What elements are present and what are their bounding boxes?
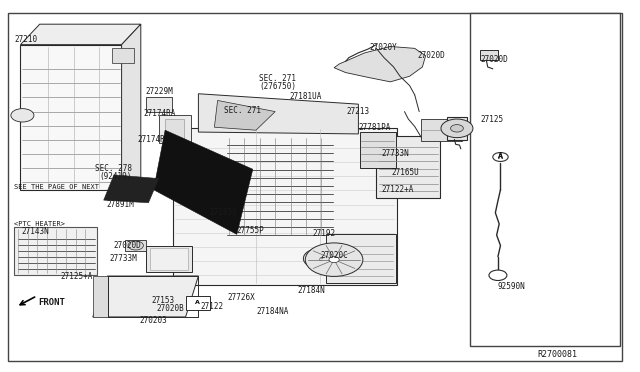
Bar	[125, 240, 146, 251]
Text: R2700081: R2700081	[538, 350, 578, 359]
Text: 27122: 27122	[200, 302, 223, 311]
Polygon shape	[334, 46, 426, 82]
Text: 27153: 27153	[151, 296, 174, 305]
Text: 27755P: 27755P	[237, 226, 264, 235]
Polygon shape	[93, 276, 108, 317]
Circle shape	[303, 248, 339, 269]
Text: 27020C: 27020C	[320, 251, 348, 260]
Circle shape	[451, 125, 463, 132]
Text: 27213: 27213	[347, 107, 370, 116]
Bar	[146, 97, 172, 112]
Circle shape	[441, 119, 473, 138]
Text: SEC. 278: SEC. 278	[95, 164, 132, 173]
Text: (276750): (276750)	[259, 82, 296, 91]
Text: 27184NA: 27184NA	[256, 307, 289, 316]
Text: FRONT: FRONT	[38, 298, 65, 307]
Bar	[165, 119, 184, 140]
Text: 27192: 27192	[312, 229, 335, 238]
Bar	[480, 50, 498, 60]
Text: 27733N: 27733N	[381, 149, 409, 158]
Text: 27122+A: 27122+A	[381, 185, 414, 194]
Circle shape	[11, 109, 34, 122]
Circle shape	[489, 270, 507, 280]
Text: 92590N: 92590N	[498, 282, 525, 291]
Bar	[360, 132, 396, 168]
Text: 270203: 270203	[140, 316, 167, 325]
Polygon shape	[122, 24, 141, 190]
Text: 27174RA: 27174RA	[143, 109, 176, 118]
Circle shape	[305, 243, 363, 276]
Text: 27185U: 27185U	[210, 208, 237, 217]
Text: A: A	[498, 154, 503, 160]
Bar	[159, 115, 191, 143]
Text: 27143N: 27143N	[21, 227, 49, 236]
Bar	[14, 227, 97, 275]
Polygon shape	[198, 94, 358, 134]
Text: A: A	[498, 153, 503, 161]
Circle shape	[329, 257, 339, 263]
Text: 27125+A: 27125+A	[61, 272, 93, 280]
Text: 27229M: 27229M	[146, 87, 173, 96]
Text: e: e	[319, 256, 323, 262]
Text: 27891M: 27891M	[107, 200, 134, 209]
Bar	[112, 48, 134, 63]
Text: 27726X: 27726X	[227, 293, 255, 302]
Text: 27210: 27210	[14, 35, 37, 44]
Bar	[173, 128, 397, 285]
Bar	[470, 13, 620, 346]
Text: 27020D: 27020D	[480, 55, 508, 64]
Circle shape	[493, 153, 508, 161]
Polygon shape	[93, 276, 198, 317]
Bar	[421, 119, 462, 141]
Bar	[186, 296, 210, 310]
Text: 27020D: 27020D	[417, 51, 445, 60]
Bar	[447, 117, 467, 140]
Circle shape	[128, 241, 143, 250]
Polygon shape	[154, 130, 253, 234]
Text: 27020Y: 27020Y	[370, 43, 397, 52]
Text: 27020D: 27020D	[114, 241, 141, 250]
Polygon shape	[104, 175, 159, 203]
Text: 27174R: 27174R	[137, 135, 164, 144]
Bar	[326, 234, 396, 283]
Text: 27181UA: 27181UA	[289, 92, 322, 101]
Bar	[376, 136, 440, 198]
Text: 27125: 27125	[480, 115, 503, 124]
Text: 27733M: 27733M	[109, 254, 137, 263]
Text: <PTC HEATER>: <PTC HEATER>	[14, 221, 65, 227]
Bar	[150, 248, 188, 270]
Text: (92419): (92419)	[100, 172, 132, 181]
Text: SEC. 271: SEC. 271	[259, 74, 296, 83]
Bar	[146, 246, 192, 272]
Polygon shape	[20, 24, 141, 45]
Text: SEC. 271: SEC. 271	[224, 106, 261, 115]
Text: 27184N: 27184N	[298, 286, 325, 295]
Text: 27020B: 27020B	[157, 304, 184, 312]
Bar	[20, 45, 122, 190]
Text: SEE THE PAGE OF NEXT: SEE THE PAGE OF NEXT	[14, 184, 99, 190]
Text: A: A	[195, 300, 200, 305]
Polygon shape	[214, 100, 275, 130]
Text: 27781PA: 27781PA	[358, 123, 391, 132]
Text: 27165U: 27165U	[392, 169, 419, 177]
